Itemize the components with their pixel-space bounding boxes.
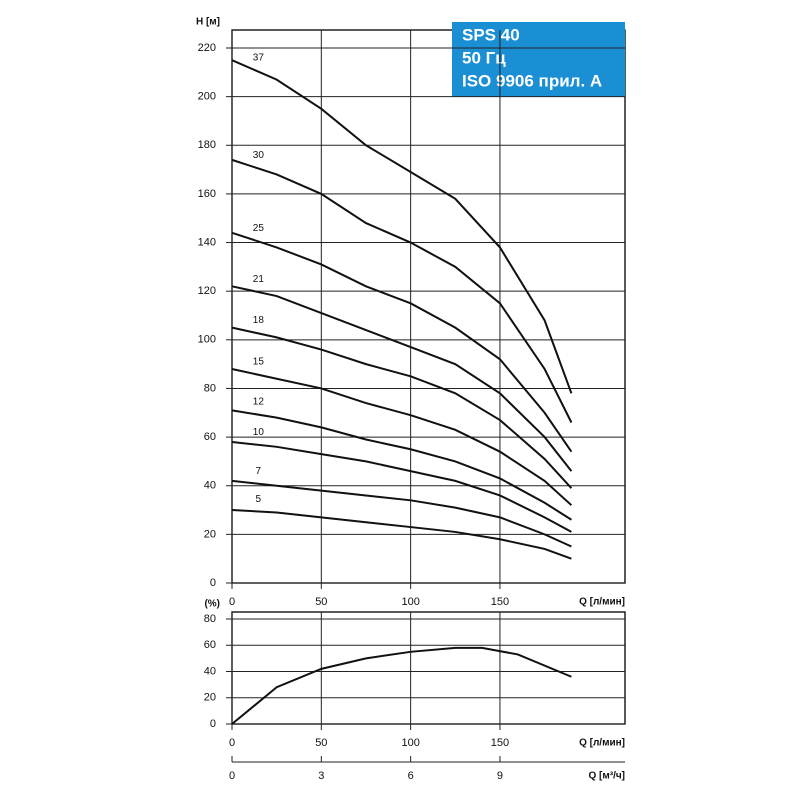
curve-label: 25 [253,223,265,234]
curve-label: 18 [253,315,265,326]
x2-tick-label: 9 [497,770,503,782]
chart-title: SPS 40 [462,25,520,44]
y-tick-label: 220 [198,42,216,54]
x-axis-label: Q [л/мин] [579,738,625,749]
x-tick-label: 0 [229,596,235,608]
y-tick-label: 60 [204,639,216,651]
curve [231,368,573,506]
curve-label: 10 [253,427,265,438]
curve-label: 21 [253,274,265,285]
curve [231,646,572,725]
y-tick-label: 60 [204,431,216,443]
x-axis-label: Q [л/мин] [579,597,625,608]
x-tick-label: 100 [401,596,419,608]
curve-label: 30 [253,150,265,161]
curve [231,409,572,521]
title-box [452,22,625,97]
y-tick-label: 100 [198,334,216,346]
y-tick-label: 40 [204,480,216,492]
y-tick-label: 80 [204,613,216,625]
y-tick-label: 180 [198,139,216,151]
x-tick-label: 0 [229,737,235,749]
x2-tick-label: 3 [318,770,324,782]
curve-label: 37 [253,53,265,64]
y-tick-label: 120 [198,285,216,297]
curve-label: 7 [256,466,262,477]
y-tick-label: 200 [198,91,216,103]
curve-label: 15 [253,357,265,368]
curve [231,158,573,423]
curve [231,59,573,394]
x-tick-label: 100 [401,737,419,749]
y-axis-label: H [м] [196,17,220,28]
y-tick-label: 80 [204,382,216,394]
y-tick-label: 0 [210,577,216,589]
curve [231,285,573,472]
curve-label: 12 [253,397,265,408]
curve [231,440,572,533]
curve [231,326,573,489]
curve [231,509,572,560]
x-tick-label: 50 [315,737,327,749]
plot-frame [231,611,626,725]
y-tick-label: 140 [198,236,216,248]
curve-label: 5 [256,494,262,505]
x-tick-label: 50 [315,596,327,608]
y-tick-label: 40 [204,665,216,677]
x-tick-label: 150 [491,737,509,749]
y-tick-label: 160 [198,188,216,200]
x2-tick-label: 0 [229,770,235,782]
y-tick-label: 0 [210,718,216,730]
y-tick-label: 20 [204,692,216,704]
curve [231,479,572,548]
chart-title: ISO 9906 прил. A [462,71,602,90]
x2-tick-label: 6 [408,770,414,782]
y-axis-label: (%) [204,599,220,610]
chart-title: 50 Гц [462,48,506,67]
x-tick-label: 150 [491,596,509,608]
y-tick-label: 20 [204,528,216,540]
curve [231,231,573,453]
x2-axis-label: Q [м³/ч] [588,771,625,782]
